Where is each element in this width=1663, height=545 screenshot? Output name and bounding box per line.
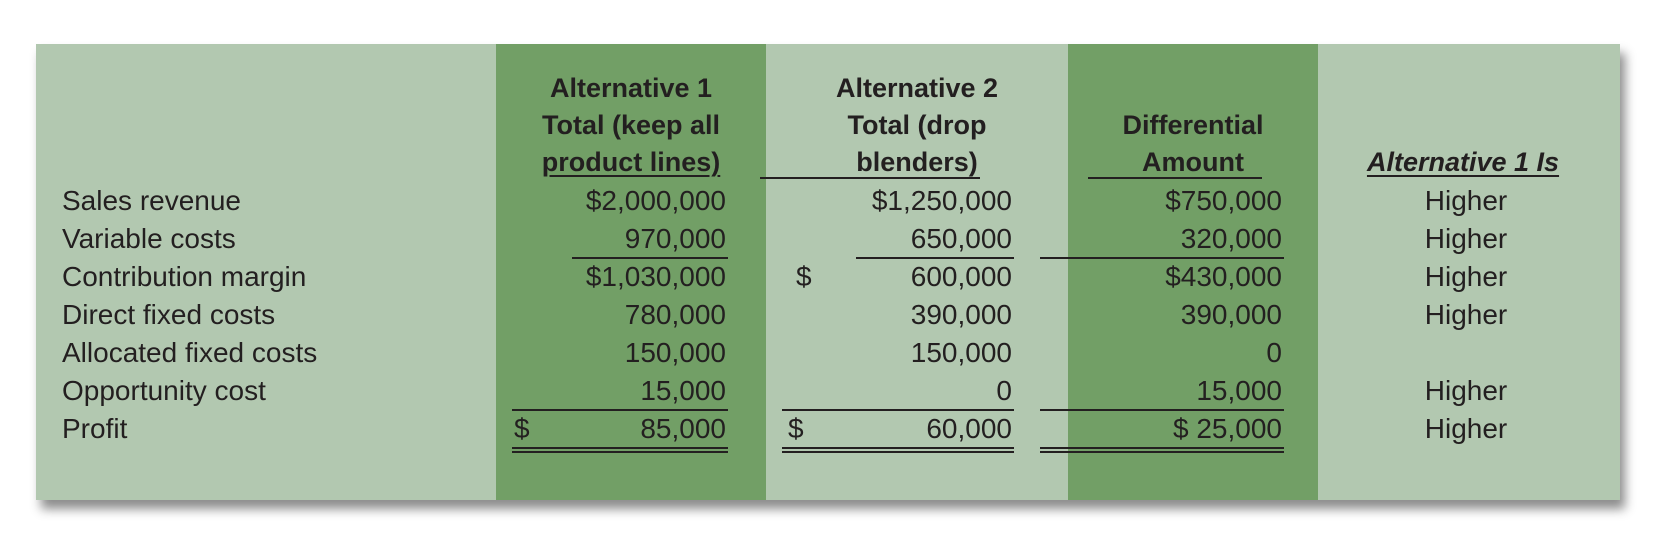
differential-value: 320,000 bbox=[1180, 223, 1282, 254]
row-label: Sales revenue bbox=[62, 185, 242, 216]
alt2-dollar-sign: $ bbox=[796, 261, 812, 292]
alt2-total-rule bbox=[782, 409, 1014, 411]
header-differential-line-1: Differential bbox=[1122, 110, 1264, 140]
comparison-value: Higher bbox=[1424, 185, 1508, 216]
comparison-value: Higher bbox=[1424, 261, 1508, 292]
table-row: Variable costs 970,000 650,000 320,000 H… bbox=[36, 220, 1620, 258]
alt1-value: 15,000 bbox=[640, 375, 726, 406]
alternative-1-column-highlight bbox=[496, 44, 766, 500]
alt2-value: 650,000 bbox=[910, 223, 1012, 254]
alt2-subtotal-rule bbox=[856, 257, 1014, 259]
alt1-double-rule bbox=[512, 447, 728, 453]
alt2-dollar-sign: $ bbox=[788, 413, 804, 444]
row-label: Direct fixed costs bbox=[62, 299, 276, 330]
alt1-value: 970,000 bbox=[624, 223, 726, 254]
comparison-value: Higher bbox=[1424, 299, 1508, 330]
header-differential-line-2: Amount bbox=[1142, 147, 1244, 177]
row-label: Profit bbox=[62, 413, 128, 444]
alt2-value: 390,000 bbox=[910, 299, 1012, 330]
alt1-total-rule bbox=[512, 409, 728, 411]
table-row: Profit $85,000 $60,000 $ 25,000 Higher bbox=[36, 410, 1620, 448]
comparison-value: Higher bbox=[1424, 375, 1508, 406]
header-alternative-1-line-1: Alternative 1 bbox=[549, 73, 713, 103]
differential-value: $750,000 bbox=[1165, 185, 1282, 216]
header-alternative-2-line-1: Alternative 2 bbox=[835, 73, 999, 103]
alt2-value: 0 bbox=[996, 375, 1012, 406]
alt1-dollar-sign: $ bbox=[514, 413, 530, 444]
table-row: Sales revenue $2,000,000 $1,250,000 $750… bbox=[36, 182, 1620, 220]
alt1-value: 780,000 bbox=[624, 299, 726, 330]
header-alternative-2: Alternative 2 Total (drop blenders) bbox=[776, 70, 1058, 181]
row-label: Allocated fixed costs bbox=[62, 337, 318, 368]
differential-value: 15,000 bbox=[1196, 375, 1282, 406]
alt1-value: $1,030,000 bbox=[585, 261, 726, 292]
alt2-amount: 60,000 bbox=[926, 413, 1012, 444]
differential-value: 0 bbox=[1266, 337, 1282, 368]
alt1-value: $85,000 bbox=[514, 410, 726, 448]
header-comparison: Alternative 1 Is bbox=[1328, 144, 1598, 181]
header-alternative-1-line-2: Total (keep all bbox=[541, 110, 721, 140]
alt1-subtotal-rule bbox=[572, 257, 728, 259]
header-differential: Differential Amount bbox=[1076, 107, 1310, 181]
row-label: Variable costs bbox=[62, 223, 236, 254]
differential-value: $430,000 bbox=[1165, 261, 1282, 292]
row-label: Contribution margin bbox=[62, 261, 307, 292]
header-alternative-2-line-3: blenders) bbox=[856, 147, 978, 177]
comparison-value: Higher bbox=[1424, 413, 1508, 444]
header-alternative-2-line-2: Total (drop bbox=[847, 110, 987, 140]
alt2-value: 150,000 bbox=[910, 337, 1012, 368]
alt1-value: $2,000,000 bbox=[585, 185, 726, 216]
comparison-table: Alternative 1 Total (keep all product li… bbox=[36, 44, 1620, 500]
differential-double-rule bbox=[1040, 447, 1284, 453]
comparison-value bbox=[1336, 334, 1596, 372]
differential-total-rule bbox=[1040, 409, 1284, 411]
alt2-value: $600,000 bbox=[796, 258, 1012, 296]
table-row: Allocated fixed costs 150,000 150,000 0 bbox=[36, 334, 1620, 372]
alt2-value: $1,250,000 bbox=[871, 185, 1012, 216]
alt2-double-rule bbox=[782, 447, 1014, 453]
differential-value: 390,000 bbox=[1180, 299, 1282, 330]
differential-column-highlight bbox=[1068, 44, 1318, 500]
differential-subtotal-rule bbox=[1040, 257, 1284, 259]
alt1-value: 150,000 bbox=[624, 337, 726, 368]
table-row: Direct fixed costs 780,000 390,000 390,0… bbox=[36, 296, 1620, 334]
header-differential-rule bbox=[1088, 177, 1262, 179]
table-row: Contribution margin $1,030,000 $600,000 … bbox=[36, 258, 1620, 296]
alt1-amount: 85,000 bbox=[640, 413, 726, 444]
alt2-value: $60,000 bbox=[788, 410, 1012, 448]
differential-value: $ 25,000 bbox=[1173, 413, 1282, 444]
header-alternative-2-rule bbox=[760, 177, 980, 179]
row-label: Opportunity cost bbox=[62, 375, 266, 406]
table-row: Opportunity cost 15,000 0 15,000 Higher bbox=[36, 372, 1620, 410]
header-comparison-label: Alternative 1 Is bbox=[1366, 147, 1560, 177]
comparison-value: Higher bbox=[1424, 223, 1508, 254]
alt2-amount: 600,000 bbox=[910, 261, 1012, 292]
header-alternative-1-line-3: product lines) bbox=[541, 147, 721, 177]
header-alternative-1: Alternative 1 Total (keep all product li… bbox=[506, 70, 756, 181]
